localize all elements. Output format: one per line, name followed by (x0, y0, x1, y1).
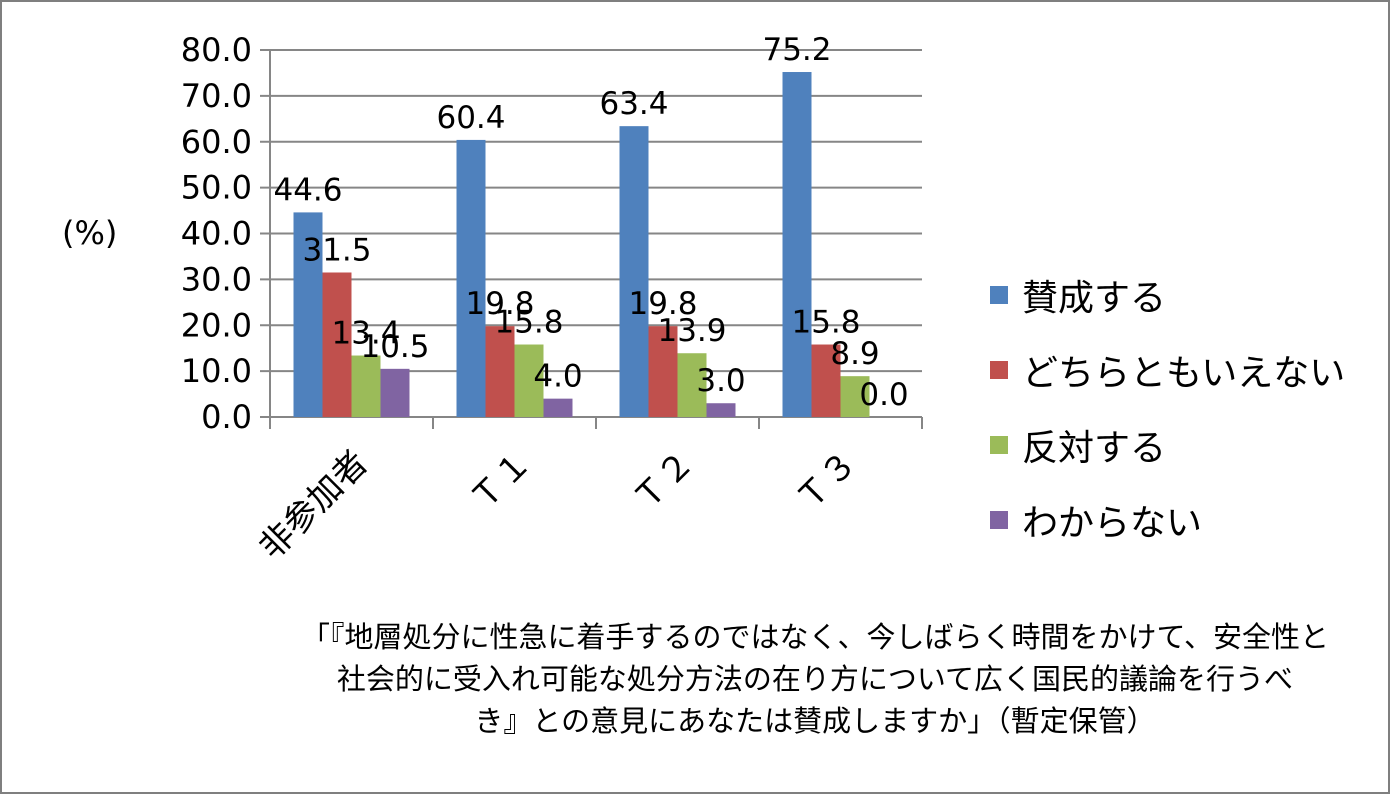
legend-label: わからない (1022, 502, 1203, 544)
y-tick-label: 40.0 (181, 215, 252, 253)
x-category-label: Ｔ３ (788, 443, 864, 519)
data-label: 19.8 (465, 286, 534, 322)
legend-label: 反対する (1022, 427, 1167, 469)
bar (648, 326, 678, 417)
bar (293, 212, 323, 417)
x-category-label: Ｔ１ (462, 443, 538, 519)
caption-line: 社会的に受入れ可能な処分方法の在り方について広く国民的議論を行うべ (336, 662, 1294, 696)
data-label: 60.4 (436, 100, 505, 136)
bar (322, 272, 352, 417)
y-tick-label: 70.0 (181, 77, 252, 115)
data-label: 44.6 (273, 172, 342, 208)
y-axis-label: (%) (62, 214, 118, 252)
data-label: 0.0 (859, 377, 908, 413)
caption-line: き』との意見にあなたは賛成しますか」（暫定保管） (474, 704, 1156, 738)
legend-swatch (990, 510, 1008, 529)
bar (811, 344, 841, 417)
legend-label: 賛成する (1022, 277, 1167, 319)
bar (619, 126, 649, 417)
data-label: 3.0 (696, 363, 745, 399)
legend-item: 賛成する (990, 257, 1345, 332)
data-label: 13.4 (331, 316, 400, 352)
data-label: 75.2 (762, 32, 831, 68)
legend: 賛成する どちらともいえない 反対する わからない (990, 257, 1345, 557)
y-tick-label: 80.0 (181, 31, 252, 69)
bar (677, 353, 707, 417)
data-label: 63.4 (599, 86, 668, 122)
legend-item: どちらともいえない (990, 332, 1345, 407)
x-category-label: 非参加者 (251, 443, 375, 567)
bar (840, 376, 870, 417)
bar (380, 368, 410, 417)
y-tick-label: 0.0 (201, 398, 252, 436)
legend-item: わからない (990, 482, 1345, 557)
caption-line: 「『地層処分に性急に着手するのではなく、今しばらく時間をかけて、安全性と (300, 620, 1330, 654)
bar (514, 344, 544, 417)
data-label: 8.9 (830, 336, 879, 372)
y-tick-label: 10.0 (181, 352, 252, 390)
bar (782, 72, 812, 418)
data-label: 4.0 (533, 359, 582, 395)
y-tick-label: 50.0 (181, 169, 252, 207)
legend-swatch (990, 435, 1008, 454)
chart-caption: 「『地層処分に性急に着手するのではなく、今しばらく時間をかけて、安全性と 社会的… (270, 616, 1360, 742)
data-label: 19.8 (628, 286, 697, 322)
y-tick-label: 20.0 (181, 306, 252, 344)
data-label: 15.8 (494, 305, 563, 341)
x-category-label: Ｔ２ (625, 443, 701, 519)
data-label: 15.8 (791, 305, 860, 341)
bar (543, 398, 573, 417)
bar (351, 355, 381, 417)
legend-item: 反対する (990, 407, 1345, 482)
y-tick-label: 60.0 (181, 123, 252, 161)
bar (485, 326, 515, 417)
legend-swatch (990, 360, 1008, 379)
data-label: 10.5 (360, 329, 429, 365)
bar (706, 403, 736, 417)
data-label: 13.9 (657, 313, 726, 349)
legend-swatch (990, 285, 1008, 304)
data-label: 31.5 (302, 232, 371, 268)
y-tick-label: 30.0 (181, 260, 252, 298)
bar (456, 139, 486, 418)
legend-label: どちらともいえない (1022, 352, 1346, 394)
